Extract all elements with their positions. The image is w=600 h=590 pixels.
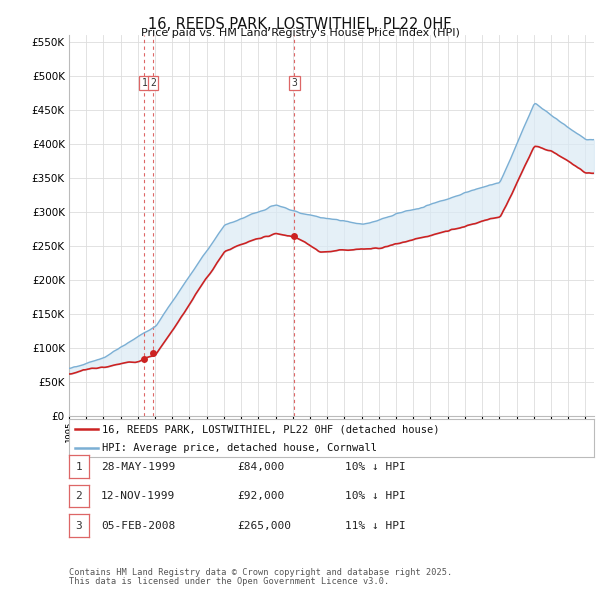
Text: 3: 3 (76, 521, 82, 530)
Text: 16, REEDS PARK, LOSTWITHIEL, PL22 0HF (detached house): 16, REEDS PARK, LOSTWITHIEL, PL22 0HF (d… (102, 424, 440, 434)
Text: 1: 1 (142, 78, 147, 88)
Text: £92,000: £92,000 (237, 491, 284, 501)
Text: 12-NOV-1999: 12-NOV-1999 (101, 491, 175, 501)
Text: 2: 2 (150, 78, 156, 88)
Text: 05-FEB-2008: 05-FEB-2008 (101, 521, 175, 530)
Text: £84,000: £84,000 (237, 462, 284, 471)
Text: Contains HM Land Registry data © Crown copyright and database right 2025.: Contains HM Land Registry data © Crown c… (69, 568, 452, 577)
Text: HPI: Average price, detached house, Cornwall: HPI: Average price, detached house, Corn… (102, 442, 377, 453)
Text: 1: 1 (76, 462, 82, 471)
Text: This data is licensed under the Open Government Licence v3.0.: This data is licensed under the Open Gov… (69, 577, 389, 586)
Text: 10% ↓ HPI: 10% ↓ HPI (345, 491, 406, 501)
Text: 10% ↓ HPI: 10% ↓ HPI (345, 462, 406, 471)
Text: 3: 3 (291, 78, 297, 88)
Text: 28-MAY-1999: 28-MAY-1999 (101, 462, 175, 471)
Text: £265,000: £265,000 (237, 521, 291, 530)
Text: 16, REEDS PARK, LOSTWITHIEL, PL22 0HF: 16, REEDS PARK, LOSTWITHIEL, PL22 0HF (148, 17, 452, 31)
Text: 11% ↓ HPI: 11% ↓ HPI (345, 521, 406, 530)
Text: 2: 2 (76, 491, 82, 501)
Text: Price paid vs. HM Land Registry's House Price Index (HPI): Price paid vs. HM Land Registry's House … (140, 28, 460, 38)
